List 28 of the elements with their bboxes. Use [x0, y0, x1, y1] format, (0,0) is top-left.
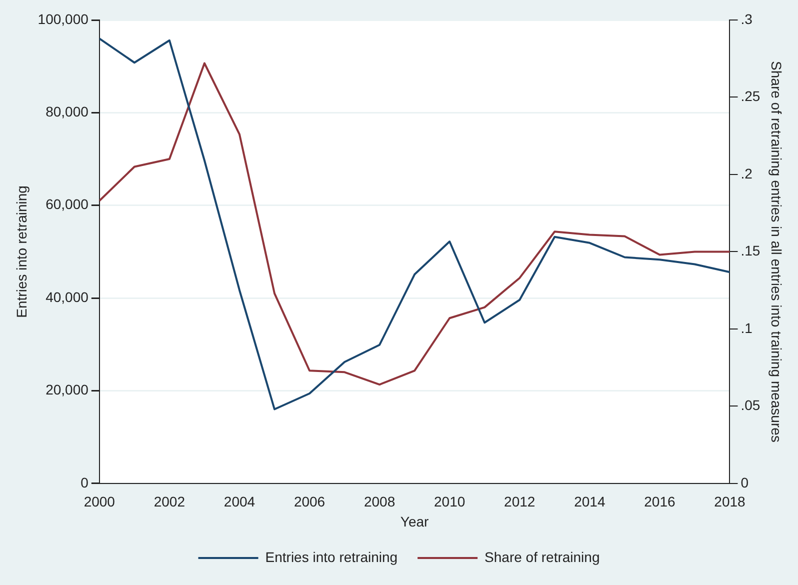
x-tick-label: 2018 — [714, 494, 746, 510]
y2-tick-label: .25 — [740, 88, 760, 104]
x-tick-label: 2000 — [84, 494, 116, 510]
y2-tick-label: .3 — [740, 10, 753, 27]
x-tick-label: 2002 — [154, 494, 186, 510]
y2-tick-label: .15 — [740, 242, 760, 259]
y-axis-title: Entries into retraining — [13, 186, 30, 318]
y-tick-label: 40,000 — [46, 288, 89, 305]
y-tick-label: 0 — [80, 474, 89, 490]
y2-tick-label: .1 — [740, 320, 753, 336]
x-tick-label: 2006 — [294, 494, 326, 510]
x-tick-label: 2004 — [224, 494, 256, 510]
legend-label: Share of retraining — [484, 548, 600, 565]
y-tick-label: 60,000 — [46, 196, 89, 212]
x-tick-label: 2008 — [364, 494, 396, 510]
y2-tick-label: 0 — [740, 474, 749, 490]
legend-label: Entries into retraining — [265, 548, 398, 565]
x-tick-label: 2010 — [434, 494, 466, 510]
y-tick-label: 80,000 — [46, 104, 89, 120]
y2-tick-label: .05 — [740, 397, 760, 414]
y2-axis-title: Share of retraining entries in all entries into training measures — [768, 61, 785, 442]
y2-tick-label: .2 — [740, 165, 753, 182]
x-tick-label: 2014 — [574, 494, 606, 510]
x-axis-title: Year — [400, 513, 430, 530]
y-tick-label: 100,000 — [38, 10, 89, 27]
x-tick-label: 2012 — [504, 494, 536, 510]
x-tick-label: 2016 — [644, 494, 676, 510]
y-tick-label: 20,000 — [46, 382, 89, 398]
